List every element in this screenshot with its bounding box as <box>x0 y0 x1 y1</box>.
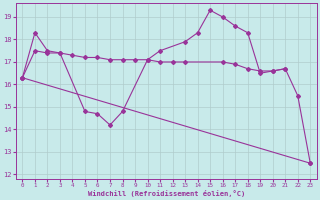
X-axis label: Windchill (Refroidissement éolien,°C): Windchill (Refroidissement éolien,°C) <box>88 190 245 197</box>
